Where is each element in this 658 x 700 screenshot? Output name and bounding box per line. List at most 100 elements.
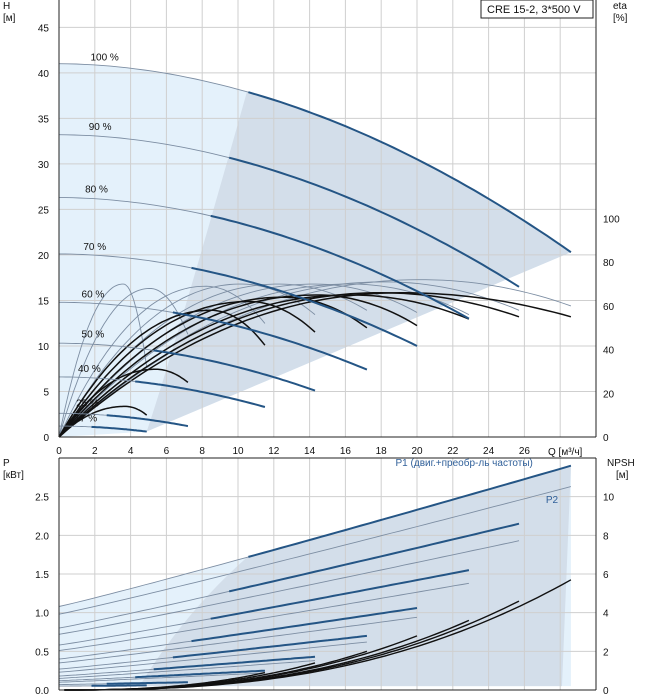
eta-efficiency-curve (58, 294, 470, 438)
q-axis-label: Q [м³/ч] (548, 447, 583, 458)
h-tick-label: 10 (38, 342, 50, 353)
eta-axis-unit: [%] (613, 13, 628, 24)
h-tick-label: 45 (38, 23, 50, 34)
speed-curve-op-3 (191, 266, 418, 347)
x-tick-label: 6 (164, 446, 170, 457)
p1-curve-op-0 (248, 464, 572, 558)
eta-curve (58, 287, 189, 438)
eta-tick-label: 40 (603, 346, 615, 357)
p2-curve (58, 660, 316, 679)
p1-curve-op-8 (91, 684, 147, 687)
h-tick-label: 25 (38, 205, 50, 216)
x-tick-label: 8 (199, 446, 205, 457)
speed-label: 40 % (78, 364, 101, 375)
eta-curve (58, 283, 470, 438)
npsh-tick-label: 8 (603, 531, 609, 542)
speed-curve-op-4 (172, 311, 368, 371)
p-tick-label: 0.0 (35, 686, 49, 697)
p2-curve (58, 616, 418, 664)
npsh-tick-label: 2 (603, 647, 609, 658)
npsh-tick-label: 10 (603, 493, 615, 504)
series-label: P2 (546, 495, 559, 506)
npsh-tick-label: 0 (603, 686, 609, 697)
eta-tick-label: 0 (603, 433, 609, 444)
npsh-tick-label: 6 (603, 570, 609, 581)
speed-label: 60 % (82, 289, 105, 300)
p1-curve-op-4 (172, 634, 368, 659)
h-tick-label: 40 (38, 69, 50, 80)
speed-curve-op-8 (91, 425, 147, 433)
h-tick-label: 5 (43, 387, 49, 398)
eta-curve (58, 285, 266, 438)
h-tick-label: 35 (38, 114, 50, 125)
eta-tick-label: 80 (603, 258, 615, 269)
eta-curve (58, 283, 418, 438)
eta-efficiency-curve (58, 294, 418, 438)
x-tick-label: 18 (376, 446, 388, 457)
npsh-axis-unit: [м] (616, 470, 629, 481)
x-tick-label: 20 (411, 446, 423, 457)
speed-label: 50 % (82, 329, 105, 340)
p-axis-unit: [кВт] (3, 470, 24, 481)
p-tick-label: 1.0 (35, 609, 49, 620)
npsh-tick-label: 4 (603, 609, 609, 620)
p2-curve (58, 486, 572, 615)
p1-curve-op-6 (135, 669, 265, 679)
eta-efficiency-curve (58, 309, 266, 438)
x-tick-label: 10 (232, 446, 244, 457)
p-axis-title: P (3, 458, 10, 469)
speed-curve-op-1 (228, 156, 520, 288)
eta-efficiency-curve (58, 368, 189, 438)
speed-curve-op-0 (248, 91, 572, 254)
hq-area-dark (146, 91, 571, 432)
speed-label: 100 % (90, 53, 118, 64)
x-tick-label: 16 (340, 446, 352, 457)
p2-curve (58, 582, 469, 652)
speed-curve-op-6 (135, 380, 266, 408)
h-axis-title: H (3, 1, 10, 12)
speed-curve-op-7 (106, 414, 189, 428)
x-tick-label: 2 (92, 446, 98, 457)
p2-curve (58, 540, 520, 635)
h-tick-label: 15 (38, 296, 50, 307)
p1-curve-op-3 (191, 607, 418, 643)
speed-label: 17 % (74, 413, 97, 424)
x-tick-label: 26 (519, 446, 531, 457)
eta-efficiency-curve (58, 405, 148, 438)
speed-curve-op-5 (153, 349, 316, 392)
speed-label: 25 % (76, 399, 99, 410)
x-tick-label: 12 (268, 446, 280, 457)
p-tick-label: 0.5 (35, 647, 49, 658)
h-tick-label: 20 (38, 251, 50, 262)
x-tick-label: 4 (128, 446, 134, 457)
h-tick-label: 0 (43, 433, 49, 444)
eta-tick-label: 100 (603, 215, 620, 226)
x-tick-label: 14 (304, 446, 316, 457)
p1-curve-op-7 (106, 681, 188, 685)
series-label: P1 (двиг.+преобр-ль частоты) (396, 457, 533, 469)
eta-efficiency-curve (58, 292, 520, 438)
p1-curve-op-1 (228, 522, 520, 593)
eta-tick-label: 60 (603, 302, 615, 313)
p-tick-label: 2.0 (35, 531, 49, 542)
x-tick-label: 22 (447, 446, 459, 457)
p1-curve-op-2 (210, 569, 470, 620)
eta-tick-label: 20 (603, 389, 615, 400)
p-tick-label: 2.5 (35, 493, 49, 504)
speed-curve-op-2 (210, 214, 470, 320)
p2-curve (58, 672, 265, 683)
p1-curve-op-5 (153, 655, 316, 671)
eta-axis-title: eta (613, 1, 627, 12)
h-tick-label: 30 (38, 160, 50, 171)
model-legend-text: CRE 15-2, 3*500 V (487, 4, 581, 16)
speed-label: 80 % (85, 185, 108, 196)
p2-curve (58, 641, 367, 673)
speed-label: 90 % (89, 122, 112, 133)
eta-curve (58, 283, 148, 438)
p-tick-label: 1.5 (35, 570, 49, 581)
npsh-axis-title: NPSH (607, 458, 635, 469)
model-legend-box (480, 0, 594, 19)
h-axis-unit: [м] (3, 13, 16, 24)
x-tick-label: 24 (483, 446, 495, 457)
